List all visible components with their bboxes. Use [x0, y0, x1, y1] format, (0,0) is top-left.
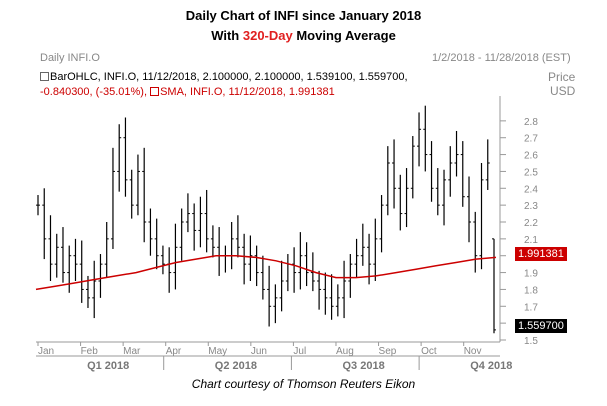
x-quarter-label: Q4 2018: [470, 360, 512, 372]
y-tick-label: 2.7: [524, 134, 538, 145]
y-tick-label: 2.1: [524, 235, 538, 246]
x-quarter-label: Q2 2018: [215, 360, 257, 372]
x-month-label: Feb: [81, 346, 99, 357]
x-month-label: Jun: [251, 346, 267, 357]
instrument-label: Daily INFI.O: [40, 52, 100, 64]
x-month-label: Apr: [166, 346, 182, 357]
sma-value-tag: 1.991381: [515, 247, 567, 261]
legend-box-icon: [150, 87, 160, 96]
chart-title-line-1: Daily Chart of INFI since January 2018: [185, 8, 422, 23]
x-month-label: Aug: [336, 346, 354, 357]
y-tick-label: 2.5: [524, 167, 538, 178]
x-month-label: Nov: [464, 346, 482, 357]
x-month-label: Sep: [379, 346, 397, 357]
y-tick-label: 2.4: [524, 184, 538, 195]
x-month-label: Jan: [38, 346, 54, 357]
y-tick-label: 1.8: [524, 285, 538, 296]
ohlc-legend-line: BarOHLC, INFI.O, 11/12/2018, 2.100000, 2…: [40, 71, 408, 83]
date-range: 1/2/2018 - 11/28/2018 (EST): [432, 52, 571, 64]
x-month-label: Oct: [421, 346, 437, 357]
x-quarter-label: Q1 2018: [87, 360, 129, 372]
x-month-label: Jul: [293, 346, 306, 357]
price-axis-unit: USD: [550, 84, 576, 98]
title-accent-text: 320-Day: [242, 28, 293, 43]
y-tick-label: 2.2: [524, 218, 538, 229]
y-tick-label: 1.9: [524, 269, 538, 280]
chart-title-line-2: With 320-Day Moving Average: [211, 28, 396, 43]
y-tick-label: 1.5: [524, 336, 538, 347]
sma-legend-line: -0.840300, (-35.01%), SMA, INFI.O, 11/12…: [40, 86, 335, 98]
price-axis-title: Price: [548, 70, 576, 84]
x-month-label: May: [208, 346, 227, 357]
y-tick-label: 1.7: [524, 302, 538, 313]
x-quarter-label: Q3 2018: [342, 360, 384, 372]
chart-caption: Chart courtesy of Thomson Reuters Eikon: [191, 377, 416, 391]
y-tick-label: 2.3: [524, 201, 538, 212]
sma-line: [35, 254, 497, 291]
x-month-label: Mar: [123, 346, 141, 357]
y-tick-label: 2.8: [524, 117, 538, 128]
legend-box-icon: [40, 72, 49, 81]
last-price-tag: 1.559700: [515, 319, 567, 333]
y-tick-label: 2.6: [524, 151, 538, 162]
